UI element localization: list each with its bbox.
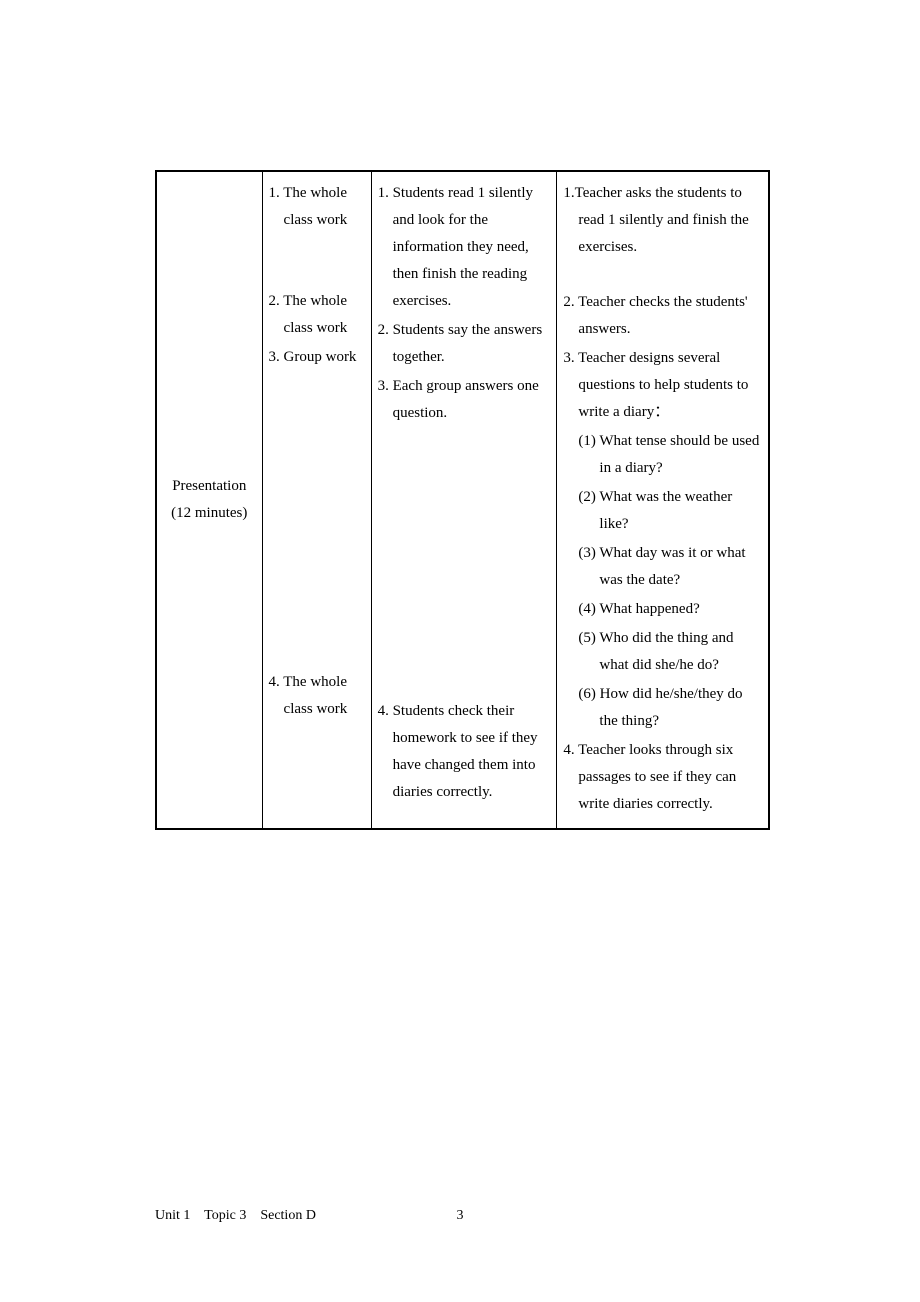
teacher-subitem: (3) What day was it or what was the date… bbox=[563, 540, 762, 594]
teacher-subitem: (4) What happened? bbox=[563, 596, 762, 623]
footer-topic: Topic 3 bbox=[204, 1208, 246, 1223]
teacher-item: 4. Teacher looks through six passages to… bbox=[563, 737, 762, 818]
table-row: Presentation (12 minutes) 1. The whole c… bbox=[156, 171, 769, 829]
student-cell: 1. Students read 1 silently and look for… bbox=[371, 171, 557, 829]
stage-cell: Presentation (12 minutes) bbox=[156, 171, 262, 829]
teacher-item: 3. Teacher designs several questions to … bbox=[563, 345, 762, 426]
teacher-subitem: (6) How did he/she/they do the thing? bbox=[563, 681, 762, 735]
mode-item: 1. The whole class work bbox=[269, 180, 365, 234]
mode-item: 3. Group work bbox=[269, 344, 365, 371]
footer-section: Section D bbox=[260, 1208, 316, 1223]
stage-duration: (12 minutes) bbox=[163, 500, 256, 527]
student-item: 2. Students say the answers together. bbox=[378, 317, 551, 371]
mode-cell: 1. The whole class work 2. The whole cla… bbox=[262, 171, 371, 829]
teacher-subitem: (5) Who did the thing and what did she/h… bbox=[563, 625, 762, 679]
footer-page-number: 3 bbox=[457, 1208, 464, 1224]
lesson-plan-table: Presentation (12 minutes) 1. The whole c… bbox=[155, 170, 770, 830]
teacher-subitem: (1) What tense should be used in a diary… bbox=[563, 428, 762, 482]
teacher-item: 1.Teacher asks the students to read 1 si… bbox=[563, 180, 762, 261]
teacher-item: 2. Teacher checks the students' answers. bbox=[563, 289, 762, 343]
footer-unit: Unit 1 bbox=[155, 1208, 190, 1223]
page-footer: Unit 1 Topic 3 Section D 3 bbox=[155, 1208, 765, 1224]
student-item: 4. Students check their homework to see … bbox=[378, 698, 551, 806]
mode-item: 2. The whole class work bbox=[269, 288, 365, 342]
teacher-cell: 1.Teacher asks the students to read 1 si… bbox=[557, 171, 769, 829]
stage-title: Presentation bbox=[163, 473, 256, 500]
teacher-subitem: (2) What was the weather like? bbox=[563, 484, 762, 538]
student-item: 3. Each group answers one question. bbox=[378, 373, 551, 427]
mode-item: 4. The whole class work bbox=[269, 669, 365, 723]
student-item: 1. Students read 1 silently and look for… bbox=[378, 180, 551, 315]
